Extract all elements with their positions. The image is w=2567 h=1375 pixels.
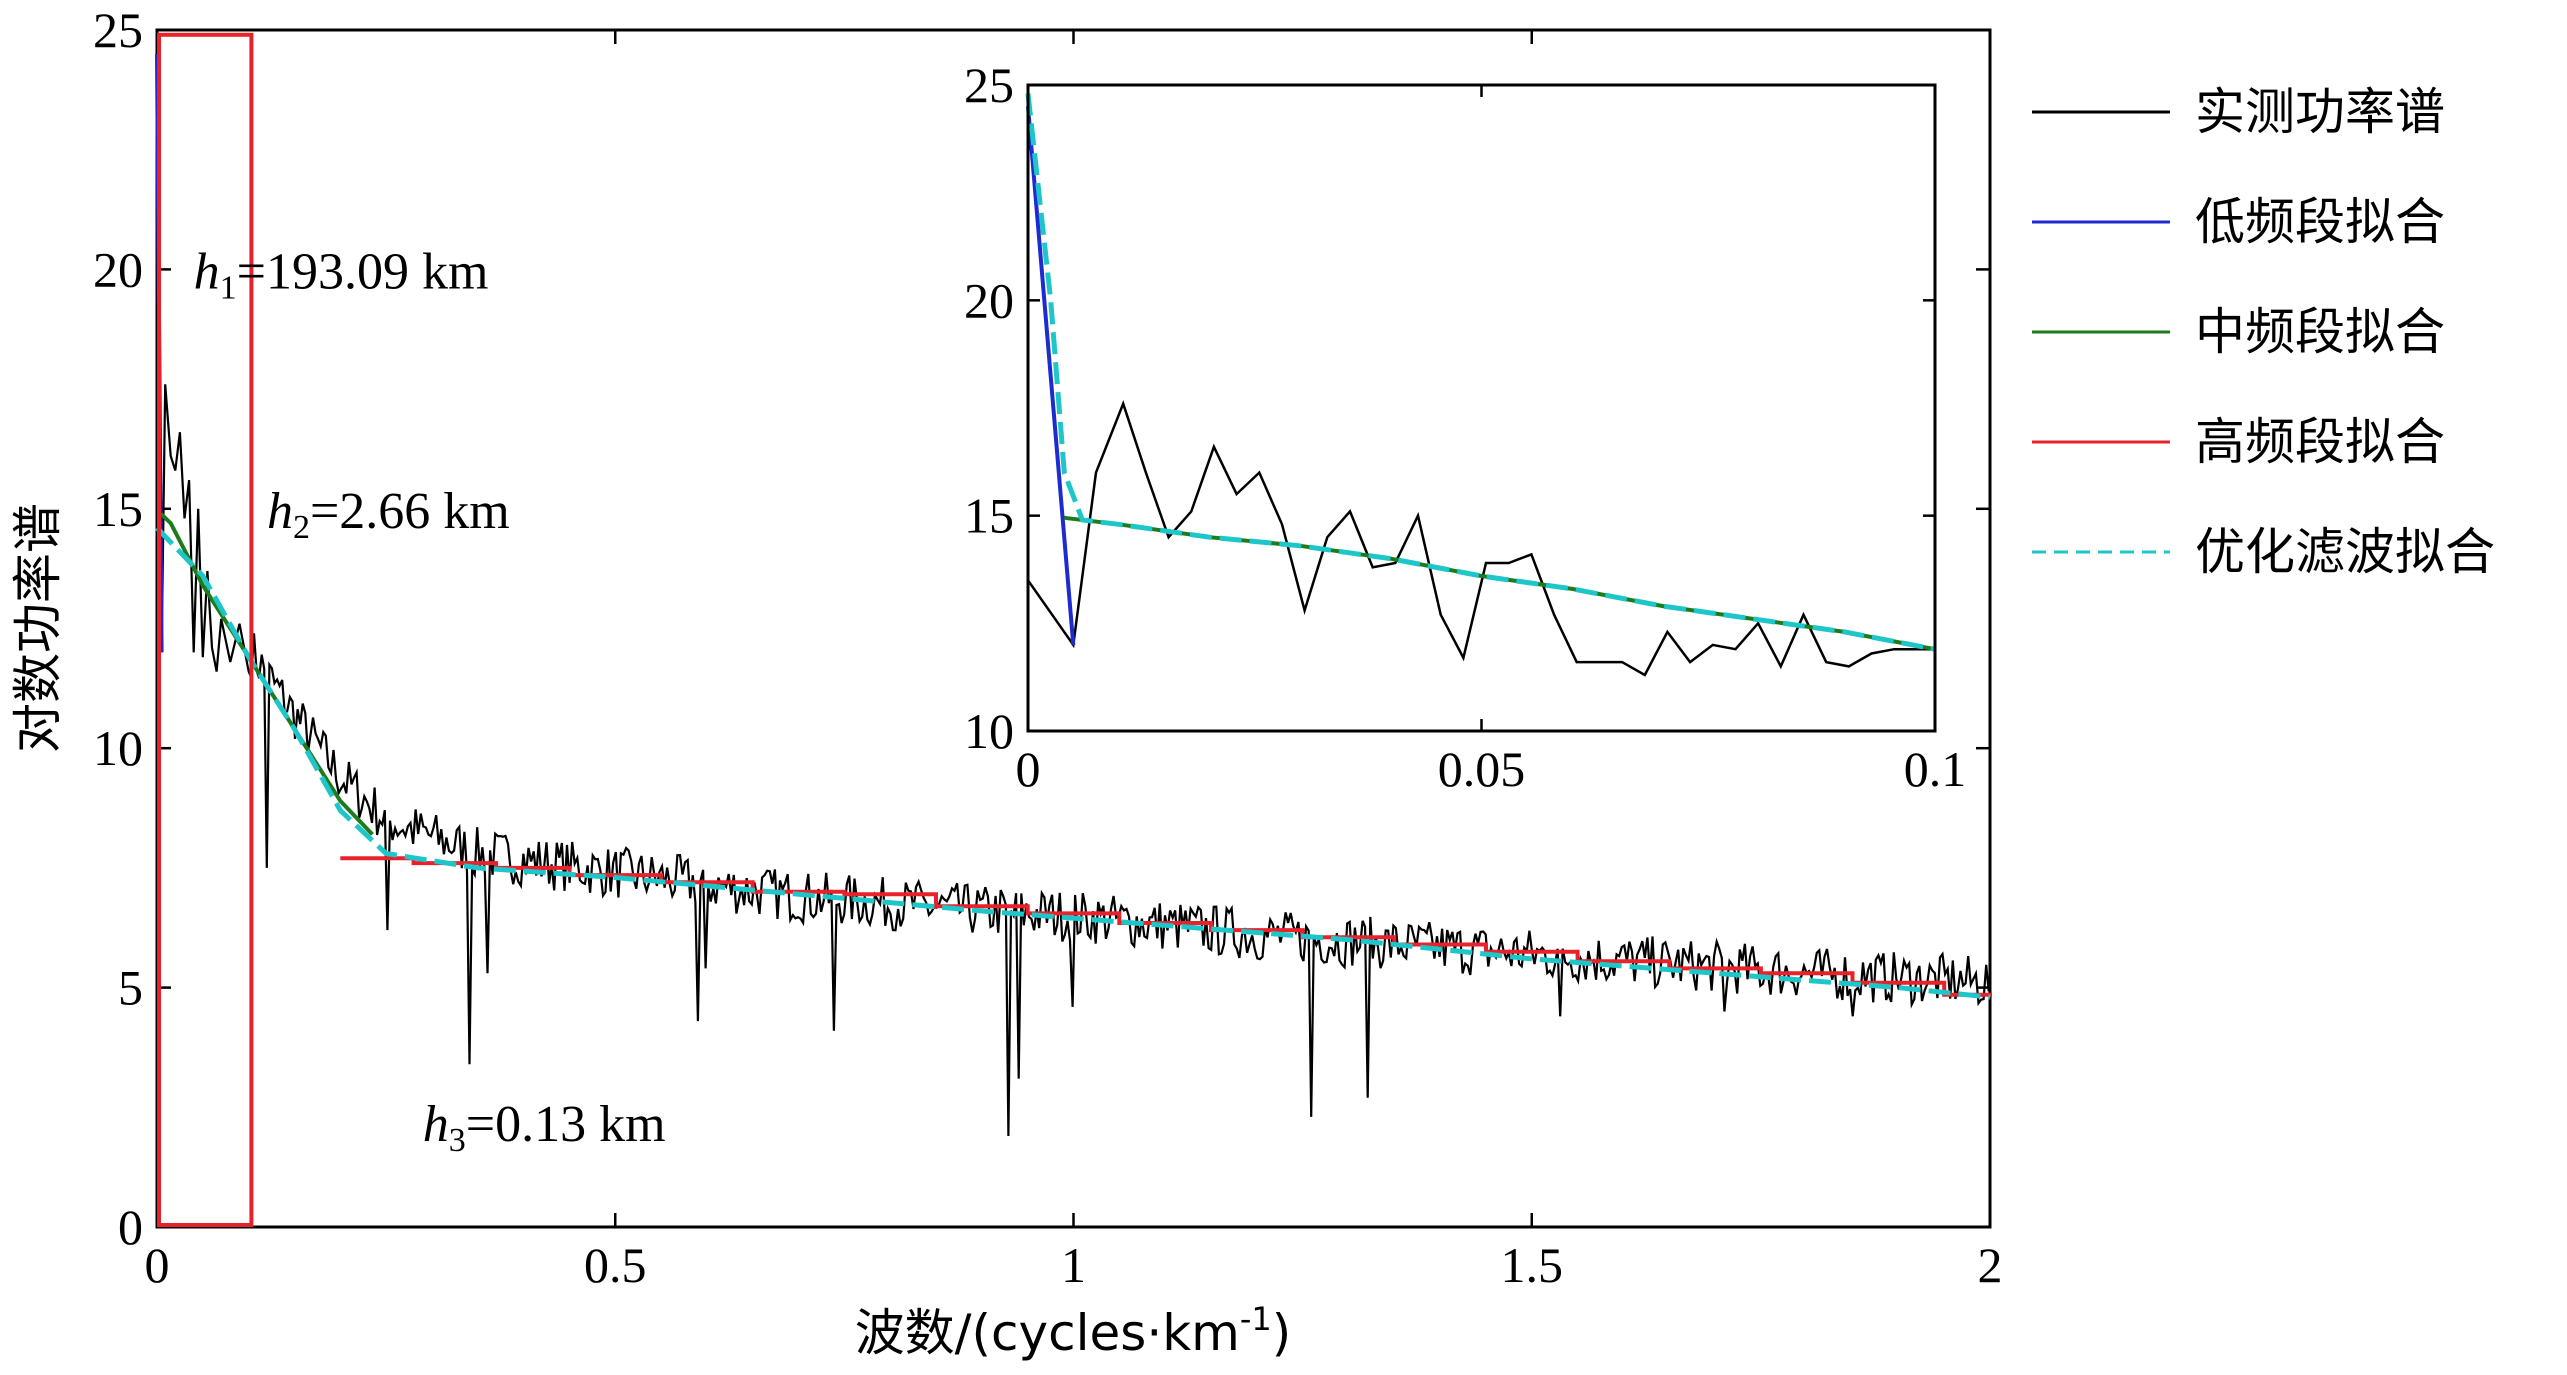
main-x-tick-label: 1 [1061,1237,1086,1293]
legend-label: 高频段拟合 [2195,413,2445,471]
annotation-symbol: h [423,1096,449,1153]
main-y-tick-label: 25 [93,2,143,58]
inset-y-tick-label: 15 [964,488,1014,544]
x-axis-title-main: 波数/(cycles·km [855,1304,1240,1362]
inset-plot: 0 0.05 0.1 10 15 20 25 [964,57,1966,797]
annotation-value: =193.09 km [237,244,489,301]
inset-y-tick-label: 20 [964,272,1014,328]
inset-x-tick-label: 0.1 [1904,741,1967,797]
series-observed-spectrum [155,384,1990,1137]
inset-series-0 [1026,400,1935,677]
y-axis-title: 对数功率谱 [9,503,67,753]
inset-series-1 [1026,106,1076,646]
inset-y-tick-label: 25 [964,57,1014,113]
depth-annotation: h2=2.66 km [267,483,510,546]
x-axis-title-end: ) [1272,1304,1292,1362]
main-y-tick-label: 10 [93,720,143,776]
annotation-symbol: h [267,483,293,540]
inset-series [1025,93,1936,677]
inset-x-tick-label: 0 [1016,741,1041,797]
main-highlight [157,32,254,1228]
legend-label: 实测功率谱 [2195,83,2445,141]
x-axis-title-superscript: -1 [1240,1300,1272,1338]
main-y-tick-label: 15 [93,481,143,537]
main-y-tick-label: 5 [118,960,143,1016]
legend-label: 低频段拟合 [2195,193,2445,251]
series-fit-4 [155,526,1991,1000]
x-axis-title: 波数/(cycles·km-1) [855,1300,1292,1362]
inset-y-tick-label: 10 [964,703,1014,759]
main-y-tick-label: 0 [118,1199,143,1255]
annotation-value: =2.66 km [310,483,510,540]
depth-annotation: h3=0.13 km [423,1096,666,1159]
inset-x-tick-label: 0.05 [1438,741,1526,797]
highlight-box [157,32,254,1228]
main-x-tick-label: 0 [145,1237,170,1293]
annotation-subscript: 2 [293,509,310,546]
annotation-value: =0.13 km [466,1096,666,1153]
main-x-tick-label: 1.5 [1501,1237,1564,1293]
annotation-symbol: h [194,244,220,301]
main-x-tick-label: 2 [1978,1237,2003,1293]
inset-series-3 [1025,93,1936,652]
main-y-tick-label: 20 [93,241,143,297]
legend-label: 优化滤波拟合 [2195,523,2495,581]
legend-label: 中频段拟合 [2195,303,2445,361]
annotation-subscript: 1 [220,270,237,307]
inset-background [1018,85,1935,725]
annotation-subscript: 3 [449,1122,466,1159]
main-x-tick-label: 0.5 [584,1237,647,1293]
inset-ticks: 0 0.05 0.1 10 15 20 25 [964,57,1966,797]
depth-annotation: h1=193.09 km [194,244,489,307]
